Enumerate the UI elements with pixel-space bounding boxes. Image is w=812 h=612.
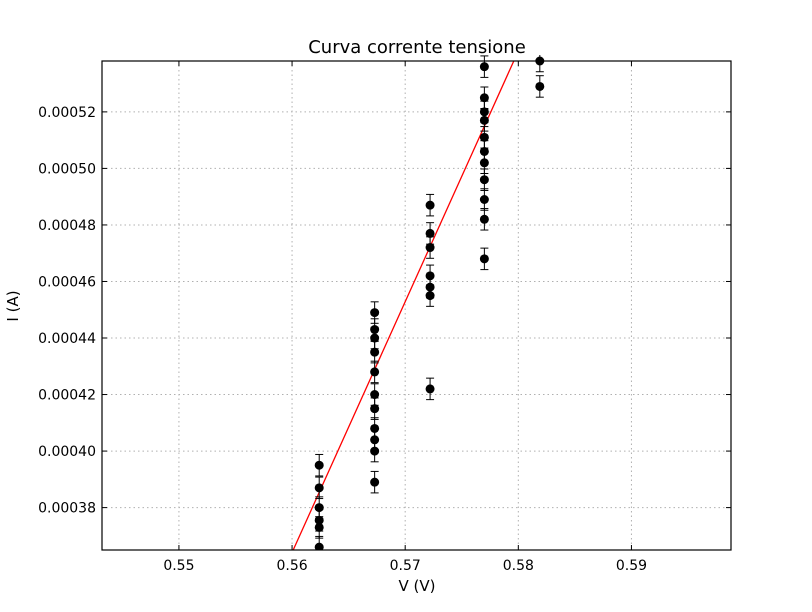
data-point: [479, 188, 489, 211]
point-marker: [314, 542, 324, 550]
point-marker: [479, 195, 489, 205]
y-tick-label: 0.00046: [38, 274, 96, 290]
point-marker: [370, 423, 380, 433]
data-point: [479, 151, 489, 174]
point-marker: [479, 146, 489, 156]
point-marker: [479, 214, 489, 224]
data-point: [370, 340, 380, 364]
point-marker: [425, 271, 435, 281]
data-point: [370, 397, 380, 420]
x-tick-label: 0.57: [390, 558, 421, 574]
point-marker: [314, 522, 324, 532]
x-tick-label: 0.56: [276, 558, 307, 574]
y-tick-label: 0.00042: [38, 388, 96, 404]
point-marker: [479, 175, 489, 185]
y-axis-label: I (A): [4, 290, 22, 321]
data-point: [314, 476, 324, 500]
point-marker: [370, 477, 380, 487]
data-point: [425, 193, 435, 217]
data-point: [370, 439, 380, 463]
point-marker: [425, 228, 435, 238]
data-point: [370, 360, 380, 384]
data-point: [370, 470, 380, 494]
x-tick-label: 0.59: [616, 558, 647, 574]
x-tick-label: 0.55: [163, 558, 194, 574]
data-point: [314, 535, 324, 550]
fit-line: [292, 61, 515, 550]
point-marker: [370, 308, 380, 318]
chart-title: Curva corrente tensione: [308, 37, 526, 58]
data-point: [425, 284, 435, 307]
data-point: [479, 208, 489, 231]
point-marker: [479, 115, 489, 125]
point-marker: [314, 460, 324, 470]
y-tick-label: 0.00048: [38, 218, 96, 234]
point-marker: [425, 291, 435, 301]
data-points: [314, 55, 545, 550]
y-tick-label: 0.00038: [38, 501, 96, 517]
point-marker: [479, 93, 489, 103]
point-marker: [370, 446, 380, 456]
point-marker: [425, 243, 435, 253]
point-marker: [425, 200, 435, 210]
data-point: [479, 247, 489, 271]
data-point: [535, 75, 545, 98]
x-axis-label: V (V): [399, 577, 436, 595]
point-marker: [370, 390, 380, 400]
y-tick-label: 0.00044: [38, 331, 96, 347]
data-point: [479, 168, 489, 191]
y-tick-label: 0.00052: [38, 105, 96, 121]
data-point: [314, 516, 324, 539]
point-marker: [370, 367, 380, 377]
y-tick-label: 0.00050: [38, 161, 96, 177]
x-tick-labels: 0.55 0.56 0.57 0.58 0.59: [163, 558, 647, 574]
point-marker: [370, 347, 380, 357]
data-point: [314, 453, 324, 477]
point-marker: [535, 81, 545, 91]
point-marker: [479, 62, 489, 72]
point-marker: [370, 435, 380, 445]
point-marker: [479, 158, 489, 168]
axis-ticks: [102, 61, 731, 550]
point-marker: [370, 404, 380, 414]
y-tick-label: 0.00040: [38, 444, 96, 460]
point-marker: [370, 333, 380, 343]
fit-line-group: [292, 61, 515, 550]
grid: [102, 61, 731, 550]
data-point: [479, 55, 489, 78]
point-marker: [314, 483, 324, 493]
data-point: [425, 377, 435, 401]
point-marker: [479, 132, 489, 142]
x-tick-label: 0.58: [503, 558, 534, 574]
point-marker: [479, 254, 489, 264]
data-point: [425, 236, 435, 259]
y-tick-labels: 0.00038 0.00040 0.00042 0.00044 0.00046 0.000…: [38, 105, 96, 517]
plot-frame: [101, 60, 732, 551]
point-marker: [425, 384, 435, 394]
